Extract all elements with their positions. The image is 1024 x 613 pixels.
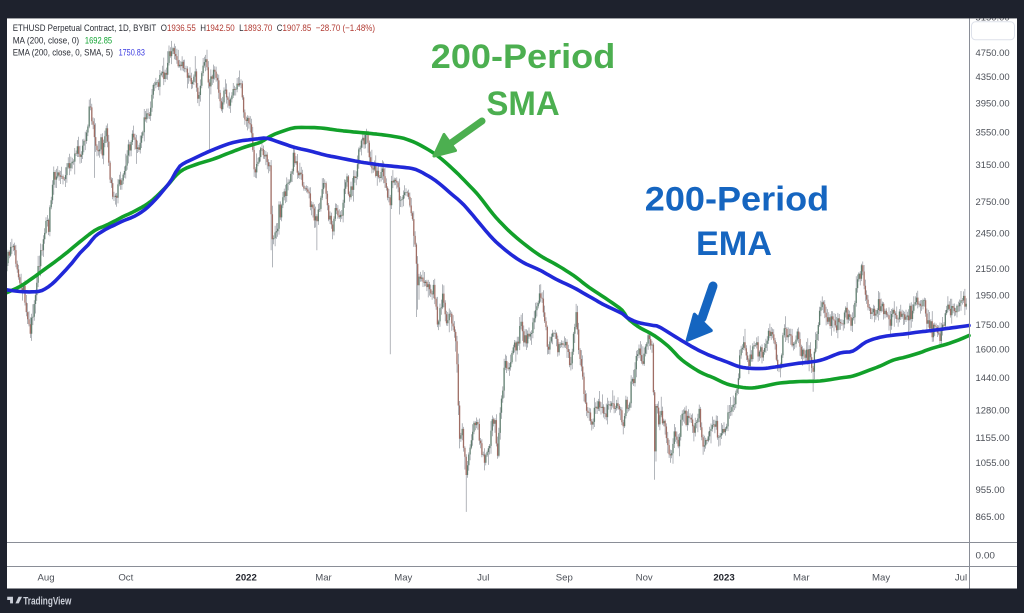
svg-text:TradingView: TradingView: [23, 595, 72, 607]
svg-text:Nov: Nov: [636, 573, 653, 584]
svg-text:EMA: EMA: [696, 225, 772, 263]
svg-text:1055.00: 1055.00: [976, 458, 1010, 469]
svg-text:ETHUSD Perpetual Contract, 1D,: ETHUSD Perpetual Contract, 1D, BYBIT: [13, 23, 157, 33]
svg-text:1440.00: 1440.00: [976, 373, 1010, 384]
svg-text:200-Period: 200-Period: [645, 180, 829, 218]
svg-text:2023: 2023: [713, 573, 734, 584]
svg-text:0.00: 0.00: [976, 550, 996, 561]
svg-text:2750.00: 2750.00: [976, 197, 1010, 208]
svg-text:MA (200, close, 0): MA (200, close, 0): [13, 36, 80, 46]
svg-text:1692.85: 1692.85: [85, 36, 112, 46]
svg-text:1155.00: 1155.00: [976, 433, 1010, 444]
svg-text:865.00: 865.00: [976, 512, 1005, 523]
svg-text:1950.00: 1950.00: [976, 291, 1010, 302]
svg-text:4750.00: 4750.00: [976, 48, 1010, 59]
svg-text:Jul: Jul: [477, 573, 489, 584]
svg-text:4350.00: 4350.00: [976, 72, 1010, 83]
svg-text:1750.83: 1750.83: [119, 48, 145, 58]
svg-text:2150.00: 2150.00: [976, 264, 1010, 275]
svg-text:EMA (200, close, 0, SMA, 5): EMA (200, close, 0, SMA, 5): [13, 48, 113, 58]
svg-text:1280.00: 1280.00: [976, 405, 1010, 416]
svg-text:Oct: Oct: [118, 573, 133, 584]
svg-text:1600.00: 1600.00: [976, 345, 1010, 356]
svg-text:O1936.55 H1942.50 L1893.70: O1936.55 H1942.50 L1893.70 C1907.85 −28.…: [161, 23, 375, 33]
svg-text:Mar: Mar: [315, 573, 332, 584]
svg-text:200-Period: 200-Period: [431, 38, 616, 76]
svg-text:3150.00: 3150.00: [976, 160, 1010, 171]
svg-text:SMA: SMA: [486, 85, 559, 123]
svg-text:May: May: [394, 573, 412, 584]
svg-text:Jul: Jul: [955, 573, 967, 584]
svg-text:Mar: Mar: [793, 573, 810, 584]
svg-text:Sep: Sep: [556, 573, 573, 584]
svg-text:955.00: 955.00: [976, 485, 1005, 496]
svg-text:3550.00: 3550.00: [976, 128, 1010, 139]
svg-text:1750.00: 1750.00: [976, 320, 1010, 331]
svg-text:2450.00: 2450.00: [976, 229, 1010, 240]
svg-text:2022: 2022: [236, 573, 257, 584]
svg-text:3950.00: 3950.00: [976, 98, 1010, 109]
svg-text:Aug: Aug: [37, 573, 54, 584]
svg-text:May: May: [872, 573, 890, 584]
